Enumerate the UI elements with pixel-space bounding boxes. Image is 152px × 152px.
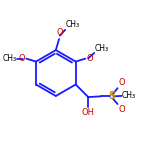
Text: S: S (108, 91, 116, 101)
Text: O: O (118, 105, 125, 114)
Text: O: O (56, 28, 63, 37)
Text: OH: OH (81, 109, 94, 117)
Text: CH₃: CH₃ (95, 44, 109, 53)
Text: CH₃: CH₃ (2, 54, 16, 63)
Text: CH₃: CH₃ (122, 91, 136, 100)
Text: O: O (87, 54, 93, 62)
Text: O: O (118, 78, 125, 87)
Text: O: O (18, 54, 25, 62)
Text: CH₃: CH₃ (66, 20, 80, 29)
